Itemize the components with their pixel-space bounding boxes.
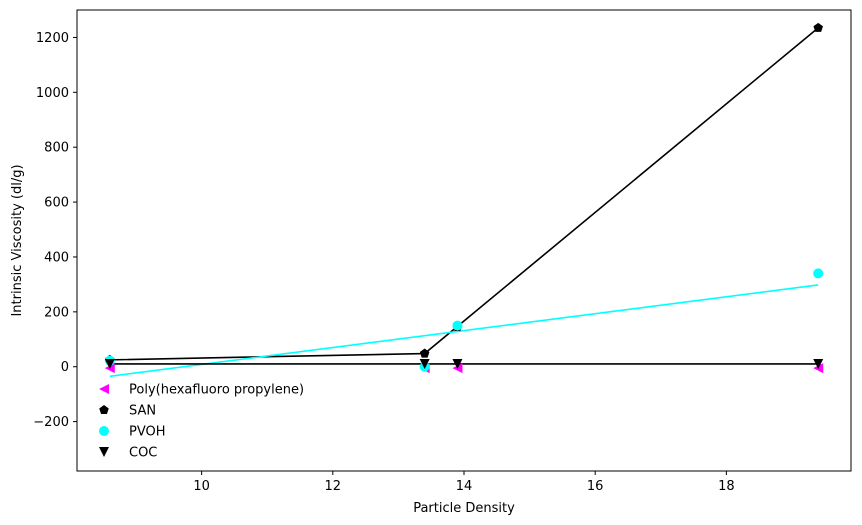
data-point-series-3 (452, 358, 463, 369)
data-point-series-2 (813, 268, 824, 279)
y-tick-label: 800 (44, 141, 69, 156)
data-point-series-1 (419, 348, 430, 358)
data-point-series-3 (104, 358, 115, 369)
series-line-1 (109, 27, 819, 361)
x-tick-label: 10 (193, 479, 210, 494)
y-axis-label: Intrinsic Viscosity (dl/g) (10, 164, 25, 316)
legend-marker (99, 447, 109, 457)
x-tick-label: 12 (325, 479, 342, 494)
y-tick-label: 600 (44, 196, 69, 211)
legend-marker (99, 384, 109, 394)
x-tick-label: 14 (456, 479, 473, 494)
x-axis-label: Particle Density (413, 501, 515, 516)
y-tick-label: −200 (33, 415, 69, 430)
y-tick-label: 400 (44, 250, 69, 265)
data-point-series-2 (452, 320, 463, 331)
legend-marker (99, 405, 109, 415)
legend-marker (99, 426, 109, 436)
legend-label: SAN (129, 404, 156, 419)
series-line-2 (109, 284, 819, 378)
legend-label: COC (129, 446, 157, 461)
legend-label: PVOH (129, 425, 166, 440)
legend-label: Poly(hexafluoro propylene) (129, 383, 304, 398)
x-tick-label: 18 (718, 479, 735, 494)
x-axis: 10 12 14 16 18 (193, 471, 735, 494)
x-tick-label: 16 (587, 479, 604, 494)
plot-frame (76, 9, 852, 472)
data-point-series-3 (813, 358, 824, 369)
data-points (104, 22, 824, 374)
y-tick-label: 0 (61, 360, 69, 375)
legend: Poly(hexafluoro propylene) SAN PVOH COC (99, 383, 304, 461)
y-tick-label: 1200 (36, 31, 69, 46)
data-point-series-3 (419, 358, 430, 369)
fit-lines (109, 27, 819, 378)
y-tick-label: 1000 (36, 86, 69, 101)
data-point-series-1 (813, 22, 823, 32)
y-axis: −200 0 200 400 600 800 1000 1200 (33, 31, 77, 430)
y-tick-label: 200 (44, 305, 69, 320)
